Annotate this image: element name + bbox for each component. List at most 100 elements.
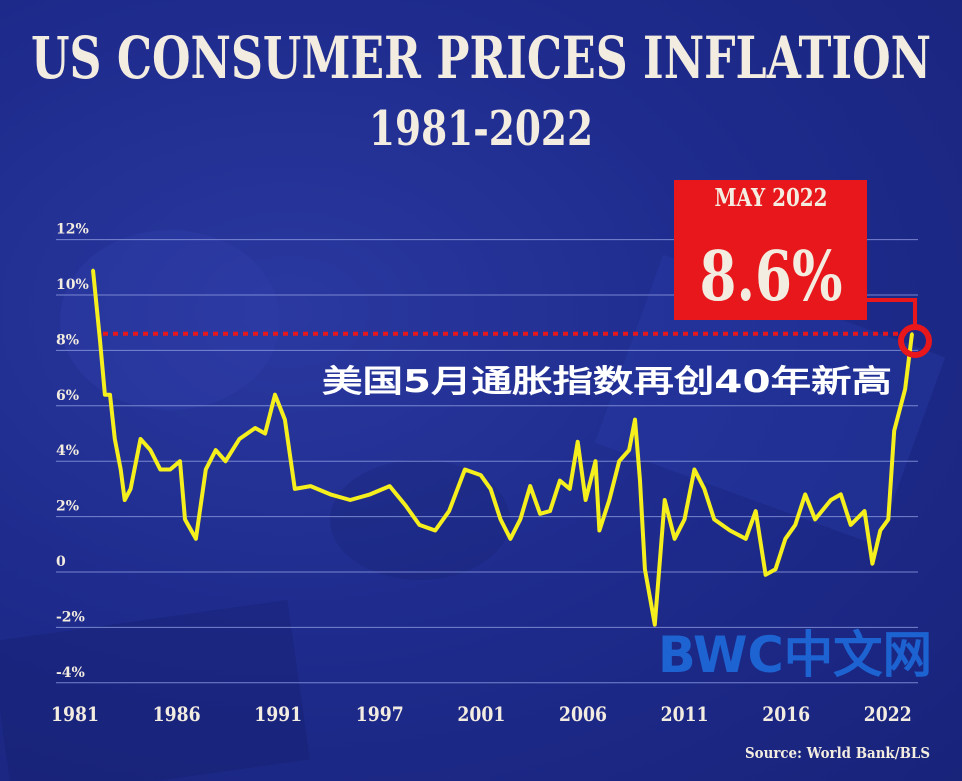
data-point: [447, 509, 451, 513]
data-point: [638, 479, 642, 483]
data-point: [158, 468, 162, 472]
chart-subtitle: 1981-2022: [369, 101, 593, 157]
data-point: [829, 498, 833, 502]
data-point: [878, 528, 882, 532]
x-tick-label: 1991: [254, 702, 302, 726]
data-point: [489, 487, 493, 491]
background-banknotes: [0, 230, 946, 781]
data-point: [597, 528, 601, 532]
x-tick-label: 1981: [51, 702, 99, 726]
data-point: [849, 523, 853, 527]
y-tick-label: -4%: [56, 665, 85, 681]
data-points: [91, 268, 914, 627]
data-point: [168, 468, 172, 472]
source-note: Source: World Bank/BLS: [745, 744, 930, 762]
data-point: [463, 468, 467, 472]
data-point: [309, 484, 313, 488]
y-tick-label: 0: [56, 554, 66, 570]
data-point: [518, 517, 522, 521]
y-tick-label: 4%: [56, 443, 79, 459]
data-point: [108, 393, 112, 397]
data-point: [328, 492, 332, 496]
data-point: [98, 337, 102, 341]
x-tick-label: 2016: [762, 702, 810, 726]
data-point: [224, 459, 228, 463]
data-point: [764, 573, 768, 577]
data-point: [388, 484, 392, 488]
data-point: [910, 332, 914, 336]
data-point: [508, 537, 512, 541]
data-point: [754, 509, 758, 513]
data-point: [576, 440, 580, 444]
data-point: [119, 468, 123, 472]
data-point: [627, 448, 631, 452]
x-tick-label: 2011: [661, 702, 709, 726]
x-tick-label: 2006: [559, 702, 607, 726]
data-point: [178, 459, 182, 463]
data-point: [103, 393, 107, 397]
data-point: [702, 487, 706, 491]
data-point: [584, 498, 588, 502]
x-tick-label: 2022: [864, 702, 912, 726]
data-point: [617, 459, 621, 463]
data-point: [663, 498, 667, 502]
annotation-chinese: 美国5月通胀指数再创40年新高: [322, 364, 892, 400]
data-point: [528, 484, 532, 488]
data-point: [903, 387, 907, 391]
y-tick-label: 2%: [56, 499, 79, 515]
data-point: [263, 432, 267, 435]
data-point: [293, 487, 297, 491]
data-point: [892, 429, 896, 433]
data-point: [479, 473, 483, 477]
data-point: [123, 498, 127, 502]
data-point: [643, 567, 647, 571]
data-point: [404, 504, 408, 508]
x-tick-label: 1997: [356, 702, 404, 726]
data-point: [253, 426, 257, 430]
y-tick-label: -2%: [56, 609, 85, 625]
data-point: [433, 528, 437, 532]
data-point: [607, 498, 611, 502]
data-point: [728, 528, 732, 532]
data-point: [204, 468, 208, 472]
data-point: [273, 393, 277, 397]
callout-label: MAY 2022: [715, 183, 828, 212]
x-tick-label: 2001: [457, 702, 505, 726]
data-point: [568, 487, 572, 491]
data-point: [683, 517, 686, 521]
data-point: [774, 567, 777, 571]
data-point: [633, 418, 637, 422]
data-point: [138, 437, 142, 441]
data-point: [113, 437, 117, 441]
data-point: [692, 468, 696, 472]
y-tick-label: 12%: [56, 222, 89, 238]
data-point: [91, 268, 95, 272]
y-tick-label: 8%: [56, 332, 79, 348]
data-point: [348, 498, 352, 502]
data-point: [712, 517, 716, 521]
data-point: [283, 418, 287, 422]
x-tick-label: 1986: [153, 702, 201, 726]
data-point: [499, 517, 503, 521]
data-point: [558, 479, 562, 483]
data-point: [548, 509, 552, 513]
callout-marker: [898, 324, 932, 358]
data-point: [237, 437, 241, 441]
data-point: [129, 487, 133, 491]
data-point: [886, 517, 890, 521]
data-point: [368, 492, 372, 496]
callout-background: [674, 180, 867, 320]
data-point: [673, 537, 677, 541]
y-tick-label: 10%: [56, 277, 89, 293]
data-point: [839, 492, 843, 496]
data-point: [813, 517, 817, 521]
chart-title: US CONSUMER PRICES INFLATION: [31, 24, 931, 92]
data-point: [803, 492, 807, 496]
data-point: [214, 448, 218, 452]
y-axis-labels: 12% 10% 8% 6% 4% 2% 0 -2% -4%: [56, 222, 89, 681]
series-line-cpi: [91, 269, 914, 627]
data-point: [148, 448, 152, 452]
callout-box: MAY 2022 8.6%: [674, 180, 932, 358]
